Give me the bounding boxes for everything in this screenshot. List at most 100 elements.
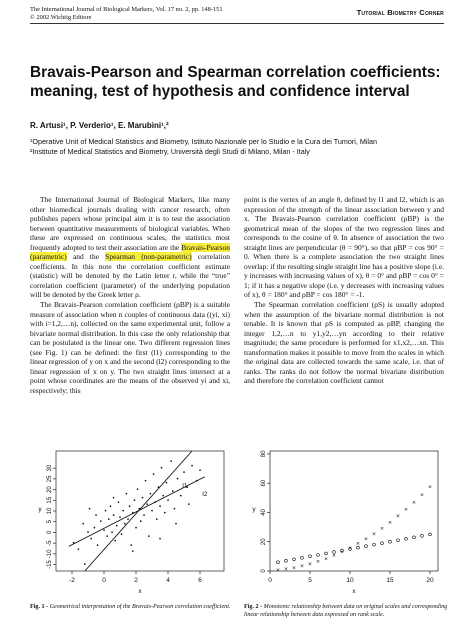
- data-point: •: [135, 526, 137, 532]
- y-tick-label: 15: [47, 496, 53, 503]
- data-point-x: ×: [316, 559, 320, 566]
- y-tick-label: 20: [261, 538, 267, 545]
- data-point: •: [90, 537, 92, 543]
- data-point-o: [372, 542, 376, 547]
- body-column-left: The International Journal of Biological …: [30, 195, 230, 395]
- data-point-o: [356, 545, 360, 550]
- y-tick-label: 5: [47, 519, 53, 523]
- x-tick-label: 6: [198, 577, 202, 584]
- data-point-o: [324, 551, 328, 556]
- x-axis-label: x: [138, 588, 142, 595]
- figure-2-caption: Fig. 2 - Monotonic relationship between …: [244, 604, 449, 619]
- data-point: •: [149, 492, 151, 498]
- data-point: •: [177, 477, 179, 483]
- line-label-l1: l1: [182, 482, 187, 489]
- data-point: •: [161, 466, 163, 472]
- data-point-o: [284, 559, 288, 563]
- data-point-x: ×: [412, 499, 416, 506]
- caption-label: Fig. 2 -: [244, 604, 263, 610]
- y-tick-label: -10: [47, 549, 53, 558]
- data-point: •: [113, 496, 115, 502]
- data-point: •: [77, 548, 79, 554]
- data-point: •: [127, 518, 129, 524]
- data-point-x: ×: [356, 541, 360, 548]
- data-point-x: ×: [340, 549, 344, 556]
- y-tick-label: 0: [261, 569, 267, 573]
- title-line-2: meaning, test of hypothesis and confiden…: [30, 82, 410, 100]
- data-point-o: [316, 553, 320, 557]
- paragraph: The International Journal of Biological …: [30, 195, 230, 300]
- data-point-x: ×: [428, 484, 432, 491]
- data-point-o: [404, 537, 408, 541]
- article-title: Bravais-Pearson and Spearman correlation…: [30, 64, 444, 101]
- y-tick-label: 30: [47, 464, 53, 471]
- data-point: •: [180, 494, 182, 500]
- data-point: •: [156, 518, 158, 524]
- data-point: •: [173, 507, 175, 513]
- data-point: •: [170, 460, 172, 466]
- caption-text: Geometrical interpretation of the Bravai…: [48, 604, 231, 610]
- data-point: •: [143, 513, 145, 519]
- data-point: •: [129, 505, 131, 511]
- data-point-o: [420, 534, 424, 538]
- data-point: •: [151, 509, 153, 515]
- data-point: •: [145, 479, 147, 485]
- data-point-x: ×: [292, 565, 296, 572]
- figure-1-caption: Fig. 1 - Geometrical interpretation of t…: [30, 604, 235, 612]
- data-point-o: [292, 557, 296, 561]
- data-point: •: [119, 515, 121, 521]
- data-point: •: [132, 511, 134, 517]
- data-point: •: [175, 522, 177, 528]
- data-point: •: [196, 479, 198, 485]
- figure-1-scatter-chart: -2 0 2 4 6-15-10-5051015202530xy••••••••••••…: [38, 450, 225, 595]
- y-tick-label: 10: [47, 507, 53, 514]
- journal-header: The International Journal of Biological …: [30, 6, 223, 22]
- plot-frame: [269, 450, 439, 572]
- x-tick-label: 4: [166, 577, 170, 584]
- data-point: •: [157, 485, 159, 491]
- x-tick-label: 20: [426, 577, 434, 584]
- x-tick-label: 2: [134, 577, 138, 584]
- data-point-o: [428, 532, 432, 537]
- x-tick-label: 15: [386, 577, 394, 584]
- data-point-x: ×: [380, 525, 384, 532]
- section-title: Tutorial Biometry Corner: [357, 8, 444, 17]
- y-tick-label: 25: [47, 475, 53, 482]
- data-point-x: ×: [300, 563, 304, 570]
- data-point: •: [100, 520, 102, 526]
- data-point: •: [93, 526, 95, 532]
- title-line-1: Bravais-Pearson and Spearman correlation…: [30, 64, 441, 81]
- data-point-o: [300, 556, 304, 560]
- data-point-o: [340, 548, 344, 553]
- y-tick-label: -5: [47, 540, 53, 546]
- data-point-x: ×: [332, 553, 336, 560]
- data-point: •: [95, 513, 97, 519]
- paragraph: point is the vertex of an angle θ, defin…: [244, 195, 444, 300]
- y-axis-label: y: [38, 506, 42, 513]
- data-point: •: [153, 473, 155, 479]
- data-point: •: [199, 468, 201, 474]
- data-point: •: [167, 498, 169, 504]
- data-point: •: [105, 509, 107, 515]
- data-point-o: [364, 544, 368, 548]
- paragraph: The Bravais-Pearson correlation coeffici…: [30, 300, 230, 395]
- data-point-o: [276, 560, 280, 564]
- data-point: •: [122, 509, 124, 515]
- data-point-x: ×: [388, 519, 392, 526]
- data-point: •: [159, 537, 161, 543]
- section-label: Tutorial Biometry Corner: [356, 8, 444, 17]
- affiliation-2: ²Institute of Medical Statistics and Bio…: [30, 147, 310, 156]
- data-point: •: [84, 563, 86, 569]
- data-point: •: [186, 485, 188, 491]
- x-tick-label: 0: [102, 577, 106, 584]
- data-point-x: ×: [404, 507, 408, 514]
- data-point: •: [162, 494, 164, 500]
- affiliation-1: ¹Operative Unit of Medical Statistics an…: [30, 137, 378, 146]
- data-point: •: [138, 507, 140, 513]
- data-point: •: [111, 530, 113, 536]
- data-point-o: [396, 538, 400, 542]
- affiliations: ¹Operative Unit of Medical Statistics an…: [30, 137, 377, 157]
- y-axis-label: y: [252, 506, 256, 513]
- data-point: •: [165, 481, 167, 487]
- data-point: •: [121, 533, 123, 539]
